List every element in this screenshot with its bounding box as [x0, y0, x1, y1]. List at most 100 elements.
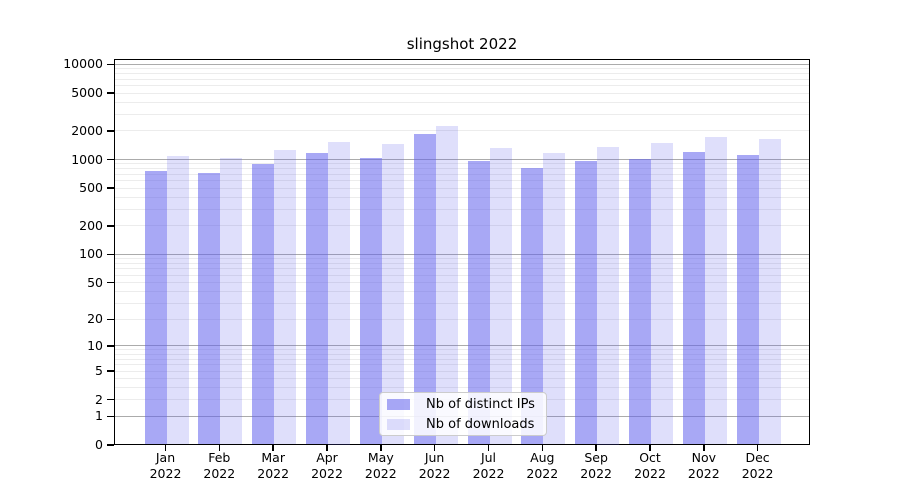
bar-downloads — [543, 153, 566, 445]
y-tick-mark — [107, 281, 114, 284]
y-tick-label: 1000 — [71, 151, 103, 167]
minor-gridline — [115, 113, 809, 115]
minor-gridline — [115, 262, 809, 264]
y-tick-label: 500 — [79, 180, 103, 196]
x-tick-label: Jun 2022 — [418, 450, 451, 481]
y-tick-mark — [107, 225, 114, 227]
minor-gridline — [115, 349, 809, 351]
minor-gridline — [115, 318, 809, 320]
y-tick-label: 200 — [79, 217, 103, 233]
x-tick-mark — [703, 445, 705, 451]
x-tick-label: May 2022 — [364, 450, 397, 481]
y-tick-mark — [107, 370, 114, 372]
y-tick-mark — [107, 318, 114, 320]
legend: Nb of distinct IPs Nb of downloads — [379, 392, 547, 436]
minor-gridline — [115, 101, 809, 103]
y-tick-label: 50 — [87, 274, 103, 290]
bar-distinct-ips — [359, 158, 382, 445]
bar-distinct-ips — [144, 171, 167, 445]
x-tick-mark — [433, 445, 436, 451]
y-tick-label: 20 — [87, 311, 103, 327]
y-tick-label: 10000 — [63, 56, 103, 72]
minor-gridline — [115, 130, 809, 132]
bar-downloads — [435, 125, 458, 445]
minor-gridline — [115, 258, 809, 260]
y-tick-mark — [107, 158, 114, 161]
x-tick-label: Aug 2022 — [526, 450, 559, 481]
legend-swatch-downloads — [387, 418, 410, 430]
legend-label-downloads: Nb of downloads — [426, 416, 535, 432]
major-gridline — [115, 159, 809, 160]
major-gridline — [115, 63, 809, 65]
bar-distinct-ips — [629, 158, 651, 445]
bar-downloads — [651, 143, 673, 445]
bar-distinct-ips — [682, 152, 705, 445]
x-tick-mark — [595, 445, 597, 451]
minor-gridline — [115, 378, 809, 379]
y-tick-mark — [107, 345, 114, 347]
y-tick-mark — [107, 130, 114, 132]
minor-gridline — [115, 180, 809, 182]
x-tick-mark — [541, 445, 544, 451]
bar-downloads — [758, 139, 781, 445]
x-tick-mark — [380, 445, 382, 451]
minor-gridline — [115, 370, 809, 372]
bar-distinct-ips — [467, 161, 490, 445]
minor-gridline — [115, 225, 809, 227]
y-tick-label: 5000 — [71, 85, 103, 101]
y-tick-label: 2000 — [71, 122, 103, 138]
bar-downloads — [166, 156, 189, 445]
y-tick-label: 1 — [95, 408, 103, 424]
bar-distinct-ips — [736, 155, 759, 445]
x-tick-label: Mar 2022 — [257, 450, 290, 481]
minor-gridline — [115, 187, 809, 189]
x-tick-label: Sep 2022 — [580, 450, 612, 481]
y-tick-mark — [107, 253, 114, 256]
x-tick-mark — [487, 445, 490, 451]
minor-gridline — [115, 78, 809, 80]
minor-gridline — [115, 196, 809, 198]
legend-item-distinct-ips: Nb of distinct IPs — [387, 397, 546, 412]
bar-downloads — [597, 147, 620, 445]
minor-gridline — [115, 73, 809, 75]
minor-gridline — [115, 68, 809, 70]
minor-gridline — [115, 168, 809, 170]
minor-gridline — [115, 85, 809, 86]
minor-gridline — [115, 302, 809, 304]
bar-distinct-ips — [198, 173, 221, 445]
minor-gridline — [115, 92, 809, 94]
x-tick-mark — [326, 445, 328, 451]
x-tick-mark — [649, 445, 651, 451]
plot-area — [114, 59, 810, 445]
y-tick-mark — [107, 187, 114, 189]
y-tick-mark — [107, 415, 114, 418]
bar-downloads — [274, 150, 297, 445]
y-tick-label: 100 — [79, 246, 103, 262]
minor-gridline — [115, 291, 809, 293]
x-tick-mark — [164, 445, 167, 451]
y-tick-mark — [107, 444, 114, 446]
legend-swatch-distinct-ips — [387, 398, 410, 410]
major-gridline — [115, 253, 809, 255]
x-tick-mark — [218, 445, 221, 451]
y-tick-mark — [107, 63, 114, 66]
minor-gridline — [115, 208, 809, 210]
major-gridline — [115, 345, 809, 347]
chart-title: slingshot 2022 — [406, 35, 518, 53]
bar-downloads — [220, 158, 243, 445]
bar-downloads — [704, 137, 727, 445]
minor-gridline — [115, 387, 809, 389]
bar-distinct-ips — [413, 134, 436, 445]
x-tick-mark — [272, 445, 274, 451]
bar-downloads — [489, 148, 512, 445]
y-tick-mark — [107, 398, 114, 401]
x-tick-label: Jul 2022 — [472, 450, 505, 481]
x-tick-label: Nov 2022 — [687, 450, 720, 481]
y-tick-label: 0 — [95, 437, 103, 452]
minor-gridline — [115, 358, 809, 360]
minor-gridline — [115, 274, 809, 276]
x-tick-label: Oct 2022 — [634, 450, 666, 481]
x-tick-label: Apr 2022 — [311, 450, 343, 481]
minor-gridline — [115, 282, 809, 283]
